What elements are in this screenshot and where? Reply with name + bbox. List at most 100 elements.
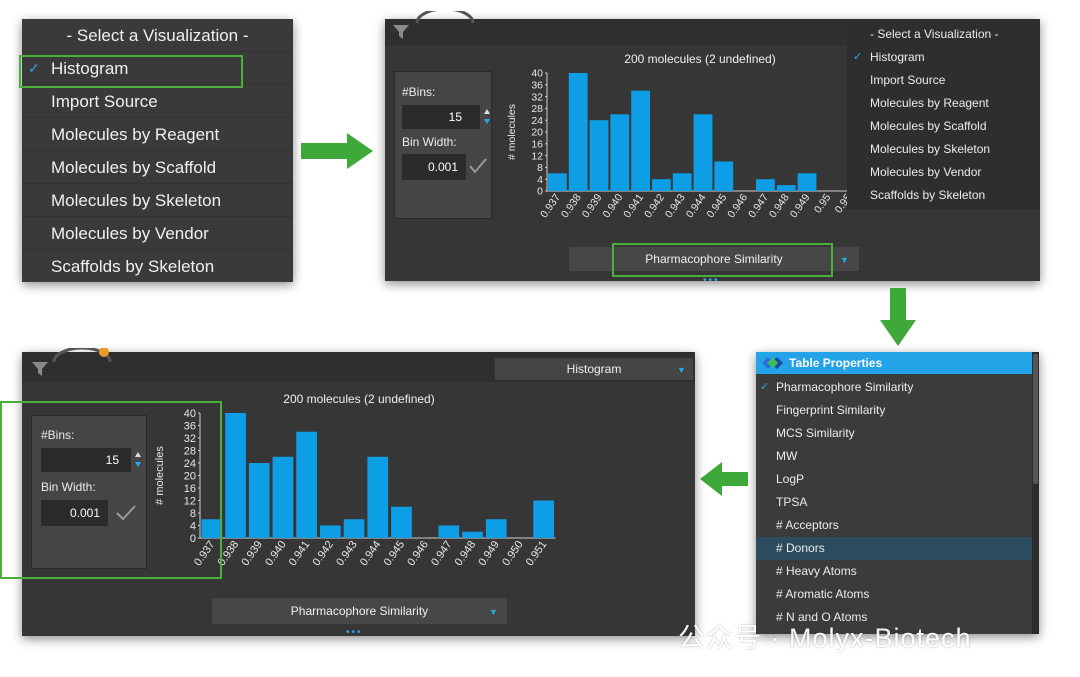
resize-handle-icon[interactable]: •••	[703, 275, 720, 286]
x-tick-label: 0.948	[453, 539, 479, 568]
histogram-bar[interactable]	[225, 413, 246, 538]
checkmark-apply-icon[interactable]	[467, 156, 489, 176]
x-tick-label: 0.941	[621, 192, 646, 221]
property-item-donors[interactable]: # Donors	[756, 537, 1032, 560]
filter-icon[interactable]	[32, 362, 48, 376]
histogram-bar[interactable]	[672, 173, 692, 191]
bins-input[interactable]: 15	[41, 448, 131, 472]
y-tick-label: 8	[537, 162, 543, 174]
menu-item-molecules-by-vendor[interactable]: Molecules by Vendor	[870, 165, 982, 179]
histogram-bar[interactable]	[714, 161, 734, 192]
property-dropdown[interactable]: Pharmacophore Similarity ▼	[569, 247, 859, 271]
menu-item-molecules-by-skeleton[interactable]: Molecules by Skeleton	[22, 184, 293, 217]
checkmark-apply-icon[interactable]	[114, 502, 138, 524]
visualization-dropdown[interactable]: Histogram ▼	[495, 358, 693, 380]
histogram-bar[interactable]	[201, 519, 223, 538]
property-item-pharmacophore-similarity[interactable]: ✓ Pharmacophore Similarity	[756, 376, 1032, 399]
histogram-chart: # molecules04812162024283236400.9370.938…	[154, 408, 556, 568]
histogram-bar[interactable]	[776, 185, 796, 191]
menu-item-molecules-by-skeleton[interactable]: Molecules by Skeleton	[870, 142, 991, 156]
logo-arc-icon	[415, 11, 475, 24]
histogram-bar[interactable]	[320, 525, 341, 539]
checkmark-icon: ✓	[853, 51, 863, 63]
property-item-fingerprint-similarity[interactable]: Fingerprint Similarity	[776, 403, 886, 417]
filter-icon[interactable]	[393, 25, 409, 39]
property-dropdown[interactable]: Pharmacophore Similarity ▼	[212, 598, 507, 624]
menu-item-molecules-by-vendor[interactable]: Molecules by Vendor	[22, 217, 293, 250]
y-tick-label: 20	[184, 470, 196, 482]
property-item-mcs-similarity[interactable]: MCS Similarity	[776, 426, 855, 440]
x-tick-label: 0.944	[358, 539, 384, 568]
x-tick-label: 0.939	[580, 192, 605, 221]
property-item-acceptors[interactable]: # Acceptors	[776, 518, 839, 532]
menu-item-molecules-by-reagent[interactable]: Molecules by Reagent	[870, 96, 989, 110]
stepper-icon[interactable]	[483, 107, 491, 127]
x-tick-label: 0.941	[287, 539, 313, 568]
menu-item-select-placeholder[interactable]: - Select a Visualization -	[870, 27, 999, 41]
toolbar: Histogram ▼	[22, 348, 695, 382]
histogram-bar[interactable]	[438, 525, 460, 539]
menu-item-molecules-by-reagent[interactable]: Molecules by Reagent	[22, 118, 293, 151]
histogram-bar[interactable]	[343, 519, 365, 538]
stepper-icon[interactable]	[134, 450, 142, 470]
y-tick-label: 16	[184, 483, 196, 495]
x-tick-label: 0.943	[334, 539, 360, 568]
menu-item-scaffolds-by-skeleton[interactable]: Scaffolds by Skeleton	[51, 257, 215, 276]
arrow-right-icon	[301, 133, 373, 169]
histogram-bar[interactable]	[568, 73, 588, 191]
y-tick-label: 40	[184, 408, 196, 420]
y-tick-label: 16	[531, 138, 543, 150]
chevron-down-icon: ▼	[489, 607, 498, 617]
histogram-bar[interactable]	[548, 173, 567, 191]
histogram-bar[interactable]	[533, 500, 554, 539]
y-tick-label: 28	[184, 445, 196, 457]
property-item-heavy-atoms[interactable]: # Heavy Atoms	[776, 564, 857, 578]
menu-item-histogram[interactable]: ✓ Histogram	[847, 46, 1040, 69]
histogram-bar[interactable]	[693, 114, 713, 191]
scrollbar-track[interactable]	[1032, 352, 1039, 634]
menu-item-molecules-by-scaffold[interactable]: Molecules by Scaffold	[870, 119, 987, 133]
bins-input[interactable]: 15	[402, 105, 480, 129]
table-properties-header: Table Properties	[756, 352, 1032, 374]
x-tick-label: 0.943	[663, 192, 688, 221]
y-axis-label: # molecules	[154, 446, 166, 505]
menu-item-scaffolds-by-skeleton[interactable]: Scaffolds by Skeleton	[870, 188, 986, 202]
property-item-n-and-o-atoms[interactable]: # N and O Atoms	[776, 610, 868, 624]
histogram-bar[interactable]	[589, 120, 609, 191]
menu-item-molecules-by-scaffold[interactable]: Molecules by Scaffold	[22, 151, 293, 184]
histogram-bar[interactable]	[367, 456, 389, 538]
x-tick-label: 0.940	[263, 539, 289, 568]
resize-handle-icon[interactable]: •••	[346, 627, 363, 638]
arrow-down-icon	[880, 288, 916, 346]
histogram-bar[interactable]	[391, 506, 412, 538]
visualization-menu-small: - Select a Visualization - ✓ Histogram I…	[847, 19, 1040, 209]
x-tick-label: 0.948	[767, 192, 792, 221]
y-tick-label: 8	[190, 508, 196, 520]
scrollbar-thumb[interactable]	[1033, 354, 1038, 484]
histogram-bar[interactable]	[296, 431, 317, 538]
checkmark-icon: ✓	[760, 381, 770, 393]
histogram-bar[interactable]	[652, 179, 671, 191]
histogram-bar[interactable]	[756, 179, 775, 191]
histogram-bar[interactable]	[631, 90, 650, 191]
y-tick-label: 0	[190, 533, 196, 545]
bin-width-input[interactable]: 0.001	[41, 500, 108, 526]
property-dropdown-label: Pharmacophore Similarity	[645, 252, 783, 266]
menu-item-histogram[interactable]: ✓ Histogram	[22, 52, 293, 85]
y-tick-label: 28	[531, 103, 543, 115]
histogram-bar[interactable]	[462, 531, 483, 538]
histogram-bar[interactable]	[248, 463, 270, 538]
property-item-aromatic-atoms[interactable]: # Aromatic Atoms	[776, 587, 870, 601]
property-item-tpsa[interactable]: TPSA	[776, 495, 808, 509]
menu-item-select-placeholder[interactable]: - Select a Visualization -	[22, 19, 293, 52]
property-item-mw[interactable]: MW	[776, 449, 798, 463]
histogram-bar[interactable]	[797, 173, 817, 191]
menu-item-import-source[interactable]: Import Source	[870, 73, 946, 87]
bins-label: #Bins:	[402, 85, 436, 99]
histogram-bar[interactable]	[485, 519, 507, 538]
menu-item-import-source[interactable]: Import Source	[22, 85, 293, 118]
bin-width-input[interactable]: 0.001	[402, 154, 466, 180]
histogram-bar[interactable]	[272, 456, 294, 538]
histogram-bar[interactable]	[610, 114, 630, 191]
property-item-logp[interactable]: LogP	[776, 472, 805, 486]
